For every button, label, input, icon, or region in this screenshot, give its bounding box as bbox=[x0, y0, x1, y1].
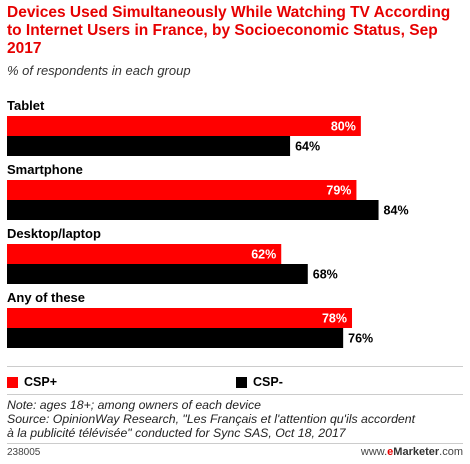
data-label-csp-smartphone: 84% bbox=[384, 204, 409, 218]
chart-id: 238005 bbox=[7, 447, 41, 458]
brand-suffix: .com bbox=[439, 446, 463, 458]
legend-swatch-csp-minus bbox=[236, 376, 247, 388]
data-label-csp-desktop-laptop: 68% bbox=[313, 268, 338, 282]
data-label-csp-desktop-laptop: 62% bbox=[251, 248, 276, 262]
source-note: Note: ages 18+; among owners of each dev… bbox=[7, 398, 463, 440]
category-label-desktop-laptop: Desktop/laptop bbox=[7, 226, 101, 241]
category-label-tablet: Tablet bbox=[7, 98, 45, 113]
bar-csp-tablet bbox=[7, 136, 291, 156]
bar-chart: Tablet 80% 64% Smartphone 79% 84% Desktop/lapt… bbox=[7, 98, 409, 348]
bar-csp-smartphone bbox=[7, 180, 357, 200]
data-label-csp-tablet: 64% bbox=[295, 140, 320, 154]
legend-divider bbox=[7, 366, 463, 367]
category-label-any-of-these: Any of these bbox=[7, 290, 85, 305]
brand-e: e bbox=[387, 446, 394, 458]
chart-title: Devices Used Simultaneously While Watchi… bbox=[7, 4, 451, 57]
bar-csp-tablet bbox=[7, 116, 361, 136]
legend-item-csp-minus: CSP- bbox=[236, 375, 283, 389]
legend-label-csp-plus: CSP+ bbox=[24, 375, 58, 389]
note-divider bbox=[7, 394, 463, 395]
bar-csp-any-of-these bbox=[7, 308, 353, 328]
bar-csp-desktop-laptop bbox=[7, 264, 308, 284]
data-label-csp-any-of-these: 78% bbox=[322, 312, 347, 326]
data-label-csp-tablet: 80% bbox=[331, 120, 356, 134]
data-label-csp-any-of-these: 76% bbox=[348, 332, 373, 346]
source-line: Source: OpinionWay Research, "Les França… bbox=[7, 412, 416, 426]
legend-swatch-csp-plus bbox=[7, 376, 18, 388]
category-label-smartphone: Smartphone bbox=[7, 162, 83, 177]
brand-name: Marketer bbox=[393, 446, 440, 458]
legend-item-csp-plus: CSP+ bbox=[7, 375, 57, 389]
note-line: Note: ages 18+; among owners of each dev… bbox=[7, 398, 261, 412]
data-label-csp-smartphone: 79% bbox=[326, 184, 351, 198]
brand-prefix: www. bbox=[360, 446, 388, 458]
brand-link[interactable]: www.eMarketer.com bbox=[361, 446, 463, 458]
source-line-cont: à la publicité télévisée" conducted for … bbox=[7, 426, 346, 440]
chart-subtitle: % of respondents in each group bbox=[7, 63, 191, 78]
bar-csp-smartphone bbox=[7, 200, 379, 220]
legend-label-csp-minus: CSP- bbox=[253, 375, 283, 389]
footer-divider bbox=[7, 443, 463, 444]
bar-csp-desktop-laptop bbox=[7, 244, 282, 264]
bar-csp-any-of-these bbox=[7, 328, 344, 348]
